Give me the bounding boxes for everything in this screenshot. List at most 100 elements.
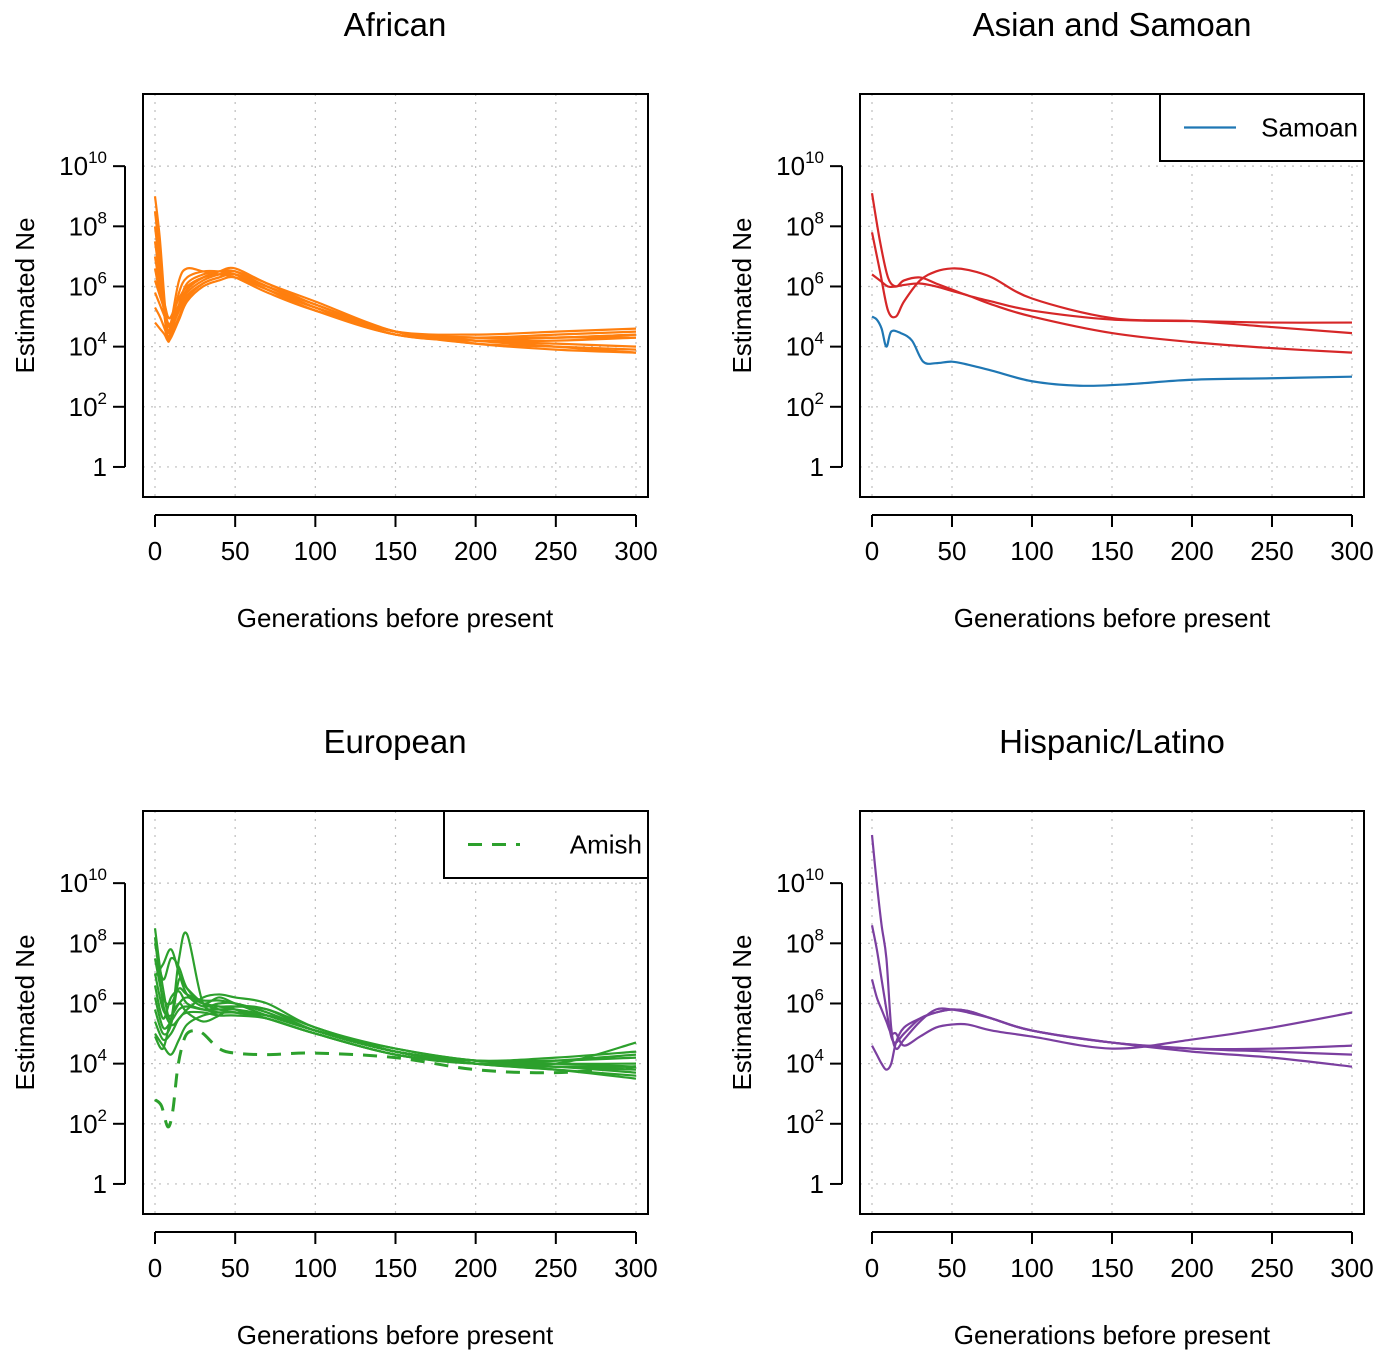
x-axis: 0 50 100 150 200 250 300 — [865, 1231, 1374, 1283]
series-line-12 — [154, 1002, 637, 1068]
series-line-1 — [153, 196, 637, 336]
x-tick-label: 300 — [1330, 1253, 1373, 1283]
chart-panel-4: 0 50 100 150 200 250 300 1 102 104 106 108 1010 Hispa… — [727, 723, 1374, 1350]
x-tick-label: 0 — [148, 536, 162, 566]
series-line-9 — [154, 272, 637, 340]
x-tick-label: 200 — [1170, 536, 1213, 566]
x-tick-label: 300 — [614, 536, 657, 566]
y-tick-label: 108 — [786, 208, 824, 241]
x-tick-label: 150 — [374, 536, 417, 566]
plot-frame — [859, 810, 1365, 1215]
chart-panel-3: 0 50 100 150 200 250 300 1 102 104 106 108 1010 Europ… — [10, 723, 658, 1350]
series-line-3 — [870, 979, 1353, 1050]
x-tick-label: 0 — [148, 1253, 162, 1283]
y-tick-label: 1 — [810, 1169, 824, 1199]
series-line-13 — [153, 1029, 637, 1129]
panel-title: African — [344, 6, 447, 43]
grid — [860, 94, 1364, 497]
x-axis-label: Generations before present — [237, 1320, 554, 1350]
y-axis-label: Estimated Ne — [727, 934, 757, 1090]
y-axis: 1 102 104 106 108 1010 — [776, 148, 843, 482]
panel-title: Asian and Samoan — [973, 6, 1252, 43]
x-axis: 0 50 100 150 200 250 300 — [148, 514, 658, 566]
series-group — [153, 196, 637, 354]
legend-label: Amish — [570, 830, 642, 860]
x-tick-label: 250 — [1250, 1253, 1293, 1283]
series-group — [870, 193, 1353, 387]
series-line-3 — [871, 273, 1353, 354]
x-tick-label: 150 — [374, 1253, 417, 1283]
y-tick-label: 1 — [93, 452, 107, 482]
x-tick-label: 150 — [1090, 536, 1133, 566]
x-tick-label: 250 — [1250, 536, 1293, 566]
y-tick-label: 102 — [786, 1106, 824, 1139]
x-axis-label: Generations before present — [954, 603, 1271, 633]
y-axis-label: Estimated Ne — [10, 217, 40, 373]
x-tick-label: 100 — [294, 536, 337, 566]
series-line-10 — [154, 275, 637, 354]
y-tick-label: 104 — [69, 329, 107, 362]
y-axis-label: Estimated Ne — [10, 934, 40, 1090]
series-line-11 — [153, 937, 637, 1066]
y-tick-label: 104 — [786, 329, 824, 362]
x-tick-label: 200 — [454, 1253, 497, 1283]
x-tick-label: 100 — [294, 1253, 337, 1283]
legend: Samoan — [1159, 93, 1365, 162]
panel-title: European — [323, 723, 466, 760]
y-axis: 1 102 104 106 108 1010 — [59, 148, 126, 482]
y-tick-label: 104 — [69, 1046, 107, 1079]
y-tick-label: 104 — [786, 1046, 824, 1079]
series-line-4 — [871, 315, 1353, 387]
y-tick-label: 1010 — [59, 865, 107, 898]
y-tick-label: 106 — [786, 268, 824, 301]
x-tick-label: 50 — [938, 1253, 967, 1283]
y-tick-label: 102 — [69, 389, 107, 422]
y-tick-label: 1 — [93, 1169, 107, 1199]
series-group — [153, 928, 637, 1129]
y-axis: 1 102 104 106 108 1010 — [776, 865, 843, 1199]
legend: Amish — [443, 810, 649, 879]
y-tick-label: 106 — [786, 985, 824, 1018]
x-tick-label: 100 — [1010, 536, 1053, 566]
panel-title: Hispanic/Latino — [999, 723, 1225, 760]
series-group — [870, 834, 1353, 1071]
y-tick-label: 108 — [69, 925, 107, 958]
y-tick-label: 106 — [69, 268, 107, 301]
y-tick-label: 102 — [786, 389, 824, 422]
x-tick-label: 50 — [221, 536, 250, 566]
y-tick-label: 1 — [810, 452, 824, 482]
y-tick-label: 108 — [69, 208, 107, 241]
x-tick-label: 150 — [1090, 1253, 1133, 1283]
x-tick-label: 250 — [534, 1253, 577, 1283]
plot-frame — [859, 93, 1365, 498]
grid — [143, 94, 648, 497]
x-axis-label: Generations before present — [954, 1320, 1271, 1350]
x-tick-label: 50 — [221, 1253, 250, 1283]
x-tick-label: 300 — [614, 1253, 657, 1283]
x-tick-label: 250 — [534, 536, 577, 566]
x-tick-label: 100 — [1010, 1253, 1053, 1283]
y-axis-label: Estimated Ne — [727, 217, 757, 373]
chart-panel-1: 0 50 100 150 200 250 300 1 102 104 106 108 1010 Afric… — [10, 6, 658, 633]
legend-label: Samoan — [1261, 113, 1358, 143]
x-tick-label: 0 — [865, 536, 879, 566]
chart-panel-2: 0 50 100 150 200 250 300 1 102 104 106 108 1010 Asian… — [727, 6, 1374, 633]
x-axis: 0 50 100 150 200 250 300 — [148, 1231, 658, 1283]
series-line-2 — [870, 232, 1353, 335]
x-axis: 0 50 100 150 200 250 300 — [865, 514, 1374, 566]
x-axis-label: Generations before present — [237, 603, 554, 633]
x-tick-label: 200 — [454, 536, 497, 566]
plot-frame — [142, 93, 649, 498]
y-tick-label: 1010 — [776, 148, 824, 181]
series-line-4 — [871, 1008, 1353, 1071]
y-tick-label: 102 — [69, 1106, 107, 1139]
x-tick-label: 200 — [1170, 1253, 1213, 1283]
y-tick-label: 108 — [786, 925, 824, 958]
x-tick-label: 300 — [1330, 536, 1373, 566]
y-tick-label: 1010 — [59, 148, 107, 181]
plot-frame — [142, 810, 649, 1215]
y-axis: 1 102 104 106 108 1010 — [59, 865, 126, 1199]
x-tick-label: 0 — [865, 1253, 879, 1283]
y-tick-label: 106 — [69, 985, 107, 1018]
